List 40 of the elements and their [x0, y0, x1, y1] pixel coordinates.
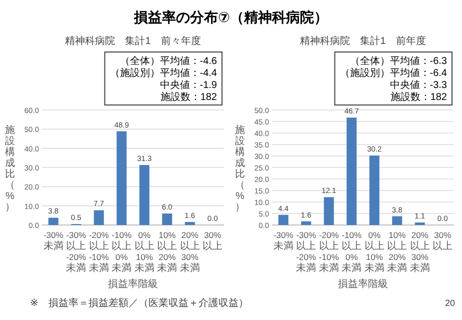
x-tick-label: -30%未満 — [43, 230, 64, 252]
bar — [162, 214, 172, 225]
bar — [414, 222, 425, 225]
x-tick-label: 10%以上 20%未満 — [157, 230, 178, 274]
y-axis-title: 施設構成比（%） — [5, 124, 15, 213]
bar — [324, 197, 334, 225]
x-tick-label: -10%以上 0%未満 — [112, 230, 132, 274]
bar — [369, 156, 380, 225]
text: 損益率の分布⑦（精神科病院） — [133, 9, 328, 25]
chart-title: 精神科病院 集計1 前年度 — [300, 35, 426, 47]
x-tick-label: 10%以上 20%未満 — [387, 230, 408, 274]
x-tick-label: -30%以上 -20%未満 — [66, 230, 86, 274]
x-axis-title: 損益率階級 — [338, 278, 388, 290]
x-tick-label: 30%以上 — [202, 230, 223, 252]
y-axis-title: 施設構成比（%） — [235, 124, 245, 213]
x-tick-label: -20%以上 -10%未満 — [318, 230, 340, 274]
x-tick-label: 30%以上 — [432, 230, 453, 252]
x-axis-title: 損益率階級 — [108, 278, 158, 290]
bar — [278, 214, 288, 225]
x-tick-label: 20%以上 30%未満 — [410, 230, 430, 274]
text: 20 — [444, 298, 455, 308]
bar — [301, 221, 312, 225]
text: （全体）平均値：-6.3 （施設別）平均値：-6.4 中央値：-3.3 施設数：182 — [340, 55, 448, 103]
bar — [139, 165, 150, 225]
bar — [184, 222, 195, 225]
x-tick-label: -30%以上 -20%未満 — [296, 230, 316, 274]
bar — [346, 118, 357, 225]
bar — [48, 218, 58, 225]
x-tick-label: -10%以上 0%未満 — [342, 230, 362, 274]
bar — [116, 131, 127, 225]
x-tick-label: 0%以上 10%未満 — [364, 230, 384, 274]
text: （全体）平均値：-4.6 （施設別）平均値：-4.4 中央値：-1.9 施設数：182 — [110, 55, 218, 103]
chart-title: 精神科病院 集計1 前々年度 — [65, 35, 201, 47]
text: ※ 損益率＝損益差額／（医業収益＋介護収益） — [30, 297, 248, 309]
x-tick-label: -20%以上 -10%未満 — [88, 230, 110, 274]
x-tick-label: 0%以上 10%未満 — [134, 230, 154, 274]
bar — [94, 210, 104, 225]
x-tick-label: -30%未満 — [273, 230, 294, 252]
x-tick-label: 20%以上 30%未満 — [180, 230, 200, 274]
bar — [392, 216, 402, 225]
